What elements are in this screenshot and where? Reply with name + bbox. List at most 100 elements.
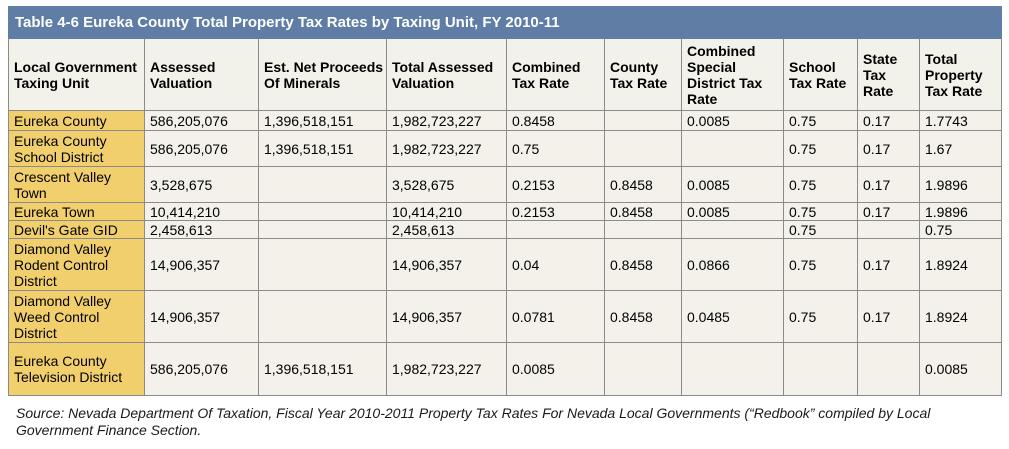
table-cell: 1,982,723,227 bbox=[386, 110, 507, 131]
table-cell: 0.0866 bbox=[681, 238, 784, 291]
table-cell: 1,396,518,151 bbox=[258, 130, 387, 167]
table-cell: 1.9896 bbox=[918, 202, 1003, 221]
table-cell: 2,458,613 bbox=[386, 220, 507, 239]
table-cell: 0.8458 bbox=[604, 238, 682, 291]
table-cell: 586,205,076 bbox=[144, 110, 259, 131]
table-cell: 10,414,210 bbox=[144, 202, 259, 221]
table-cell: 0.0085 bbox=[681, 202, 784, 221]
table-cell: 0.2153 bbox=[506, 166, 605, 203]
table-cell: 586,205,076 bbox=[144, 342, 259, 396]
column-header-special-district-rate: Combined Special District Tax Rate bbox=[681, 38, 784, 111]
taxing-unit-cell: Eureka County bbox=[8, 110, 145, 131]
table-cell: 586,205,076 bbox=[144, 130, 259, 167]
table-cell: 1.7743 bbox=[918, 110, 1003, 131]
table-cell bbox=[681, 220, 784, 239]
table-cell: 1.9896 bbox=[918, 166, 1003, 203]
table-cell: 10,414,210 bbox=[386, 202, 507, 221]
table-cell: 0.0485 bbox=[681, 290, 784, 343]
table-cell bbox=[857, 220, 920, 239]
table-cell: 0.75 bbox=[783, 238, 858, 291]
table-cell bbox=[258, 220, 387, 239]
table-cell bbox=[783, 342, 858, 396]
table-cell: 3,528,675 bbox=[386, 166, 507, 203]
table-cell: 0.8458 bbox=[604, 202, 682, 221]
table-cell: 1,396,518,151 bbox=[258, 110, 387, 131]
table-cell: 0.8458 bbox=[604, 290, 682, 343]
table-cell: 1.67 bbox=[918, 130, 1003, 167]
table-row: Diamond Valley Rodent Control District 1… bbox=[8, 238, 1003, 291]
table-cell bbox=[258, 166, 387, 203]
table-cell: 1.8924 bbox=[918, 290, 1003, 343]
table-cell bbox=[604, 342, 682, 396]
table-row: Eureka County 586,205,076 1,396,518,151 … bbox=[8, 110, 1003, 131]
table-cell bbox=[604, 130, 682, 167]
table-cell bbox=[604, 220, 682, 239]
table-cell: 0.75 bbox=[783, 166, 858, 203]
source-note: Source: Nevada Department Of Taxation, F… bbox=[16, 405, 931, 438]
table-cell: 0.17 bbox=[857, 130, 920, 167]
table-cell: 0.04 bbox=[506, 238, 605, 291]
column-header-combined-tax-rate: Combined Tax Rate bbox=[506, 38, 605, 111]
table-cell: 0.75 bbox=[506, 130, 605, 167]
table-title-row: Table 4-6 Eureka County Total Property T… bbox=[7, 6, 1003, 39]
table-cell bbox=[604, 110, 682, 131]
table-cell: 0.2153 bbox=[506, 202, 605, 221]
table-cell: 0.17 bbox=[857, 202, 920, 221]
table-cell: 0.75 bbox=[783, 220, 858, 239]
table-cell: 0.8458 bbox=[604, 166, 682, 203]
table-cell: 2,458,613 bbox=[144, 220, 259, 239]
table-cell: 14,906,357 bbox=[144, 290, 259, 343]
table-header-row: Local Government Taxing Unit Assessed Va… bbox=[8, 38, 1003, 111]
table-cell: 0.0085 bbox=[681, 110, 784, 131]
taxing-unit-cell: Diamond Valley Rodent Control District bbox=[8, 238, 145, 291]
taxing-unit-cell: Crescent Valley Town bbox=[8, 166, 145, 203]
taxing-unit-cell: Eureka Town bbox=[8, 202, 145, 221]
table-cell: 14,906,357 bbox=[386, 290, 507, 343]
table-cell: 0.8458 bbox=[506, 110, 605, 131]
table-cell: 0.0085 bbox=[506, 342, 605, 396]
table-cell: 0.0085 bbox=[681, 166, 784, 203]
table-row: Diamond Valley Weed Control District 14,… bbox=[8, 290, 1003, 343]
table-cell: 3,528,675 bbox=[144, 166, 259, 203]
column-header-school-tax-rate: School Tax Rate bbox=[783, 38, 858, 111]
table-row: Eureka County Television District 586,20… bbox=[8, 342, 1003, 396]
table-cell: 0.17 bbox=[857, 166, 920, 203]
table-cell: 0.75 bbox=[918, 220, 1003, 239]
table-row: Eureka Town 10,414,210 10,414,210 0.2153… bbox=[8, 202, 1003, 221]
table-cell: 14,906,357 bbox=[386, 238, 507, 291]
column-header-county-tax-rate: County Tax Rate bbox=[604, 38, 682, 111]
table-cell: 0.75 bbox=[783, 202, 858, 221]
taxing-unit-cell: Eureka County Television District bbox=[8, 342, 145, 396]
table-cell bbox=[506, 220, 605, 239]
column-header-total-property-tax-rate: Total Property Tax Rate bbox=[918, 38, 1003, 111]
table-cell: 0.75 bbox=[783, 130, 858, 167]
table-cell bbox=[857, 342, 920, 396]
table-cell: 1,982,723,227 bbox=[386, 342, 507, 396]
column-header-taxing-unit: Local Government Taxing Unit bbox=[8, 38, 145, 111]
taxing-unit-cell: Diamond Valley Weed Control District bbox=[8, 290, 145, 343]
table-cell: 1.8924 bbox=[918, 238, 1003, 291]
table-cell bbox=[258, 238, 387, 291]
taxing-unit-cell: Eureka County School District bbox=[8, 130, 145, 167]
column-header-total-assessed: Total Assessed Valuation bbox=[386, 38, 507, 111]
table-cell bbox=[258, 290, 387, 343]
column-header-assessed-valuation: Assessed Valuation bbox=[144, 38, 259, 111]
table-cell bbox=[681, 130, 784, 167]
table-cell: 0.0085 bbox=[918, 342, 1003, 396]
table-cell: 14,906,357 bbox=[144, 238, 259, 291]
column-header-net-proceeds: Est. Net Proceeds Of Minerals bbox=[258, 38, 387, 111]
table-cell: 0.17 bbox=[857, 290, 920, 343]
column-header-state-tax-rate: State Tax Rate bbox=[857, 38, 920, 111]
table-cell: 0.17 bbox=[857, 238, 920, 291]
table-row: Devil's Gate GID 2,458,613 2,458,613 0.7… bbox=[8, 220, 1003, 239]
table-cell: 1,982,723,227 bbox=[386, 130, 507, 167]
table-title: Table 4-6 Eureka County Total Property T… bbox=[7, 6, 1003, 39]
tax-rate-table: Table 4-6 Eureka County Total Property T… bbox=[7, 6, 1003, 396]
tax-rate-table-container: Table 4-6 Eureka County Total Property T… bbox=[7, 6, 1003, 396]
table-row: Crescent Valley Town 3,528,675 3,528,675… bbox=[8, 166, 1003, 203]
table-cell: 0.17 bbox=[857, 110, 920, 131]
table-row: Eureka County School District 586,205,07… bbox=[8, 130, 1003, 167]
taxing-unit-cell: Devil's Gate GID bbox=[8, 220, 145, 239]
table-cell: 1,396,518,151 bbox=[258, 342, 387, 396]
table-cell bbox=[258, 202, 387, 221]
